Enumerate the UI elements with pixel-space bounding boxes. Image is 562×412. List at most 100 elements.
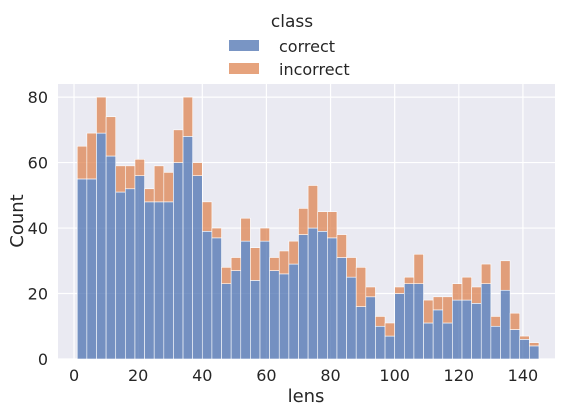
bar-correct [259,240,270,360]
bar-incorrect [201,201,213,232]
bar-incorrect [355,267,367,307]
bar-correct [423,322,434,360]
bar-incorrect [327,211,338,239]
x-axis-ticks: 0 20 40 60 80 100 120 140 [69,366,538,385]
bar-correct [192,175,203,360]
bar-correct [211,237,222,360]
bar-incorrect [134,158,145,176]
y-tick-label: 60 [28,154,48,173]
bar-incorrect [173,129,184,163]
legend-label-correct: correct [279,37,335,56]
bar-incorrect [375,316,386,327]
bar-incorrect [163,172,174,203]
bar-correct [221,283,232,360]
bar-incorrect [288,240,299,265]
bar-correct [153,201,165,360]
bar-correct [509,329,521,360]
bar-correct [105,155,117,360]
bar-incorrect [125,165,136,190]
x-tick-label: 140 [508,366,539,385]
bar-correct [471,303,482,360]
legend-title: class [271,12,313,32]
bar-correct [269,270,280,360]
bar-incorrect [96,96,107,134]
bar-incorrect [394,286,405,294]
bar-incorrect [423,299,434,324]
bar-incorrect [269,257,280,271]
bar-incorrect [432,296,444,311]
bar-incorrect [307,185,319,229]
bar-incorrect [76,145,88,180]
bar-incorrect [471,286,482,304]
bar-incorrect [86,132,97,180]
bar-incorrect [529,342,540,347]
bar-correct [442,322,453,360]
bar-incorrect [259,227,270,242]
bar-incorrect [442,296,453,324]
x-tick-label: 20 [128,366,148,385]
x-axis-title: lens [288,386,325,407]
y-axis-title: Count [7,194,28,247]
bar-incorrect [144,188,155,203]
bar-correct [336,257,347,360]
y-tick-label: 20 [28,285,48,304]
legend-swatch-incorrect [229,63,259,74]
bar-correct [413,283,424,360]
bar-correct [278,273,290,360]
x-tick-label: 40 [192,366,212,385]
bar-correct [403,283,415,360]
bar-incorrect [403,276,415,285]
bar-incorrect [250,247,261,281]
bar-correct [432,309,444,360]
y-axis-ticks: 0 20 40 60 80 [28,88,48,369]
bar-incorrect [461,276,472,301]
bar-correct [307,227,319,360]
x-tick-label: 120 [444,366,475,385]
y-tick-label: 80 [28,88,48,107]
bar-correct [173,162,184,360]
y-tick-label: 40 [28,219,48,238]
bar-correct [163,201,174,360]
bar-correct [490,325,501,360]
legend-label-incorrect: incorrect [279,60,350,79]
bar-correct [327,237,338,360]
bar-correct [384,335,395,360]
bar-correct [76,178,88,360]
bar-incorrect [519,335,530,340]
bar-correct [461,299,472,360]
bar-incorrect [346,257,357,278]
x-tick-label: 0 [69,366,79,385]
bar-incorrect [336,234,347,258]
x-tick-label: 80 [320,366,340,385]
bar-incorrect [240,217,251,242]
y-tick-label: 0 [38,350,48,369]
bar-correct [375,325,386,360]
bar-incorrect [317,211,328,232]
bar-incorrect [500,260,511,291]
bar-incorrect [384,322,395,337]
bar-correct [500,289,511,360]
bar-correct [346,276,357,360]
bar-correct [96,132,107,360]
bar-correct [480,283,492,360]
bar-correct [230,270,242,360]
bar-incorrect [365,286,376,298]
bar-correct [144,201,155,360]
bar-incorrect [230,257,242,271]
bar-correct [317,231,328,360]
x-tick-label: 60 [256,366,276,385]
bar-correct [519,339,530,360]
bar-incorrect [298,208,309,235]
x-tick-label: 100 [379,366,410,385]
bar-correct [86,178,97,360]
bar-correct [394,293,405,360]
bars-group [76,96,540,360]
bar-correct [529,345,540,360]
bar-incorrect [278,250,290,275]
bar-incorrect [153,165,165,203]
bar-correct [125,188,136,360]
bar-incorrect [452,283,463,301]
bar-correct [298,234,309,360]
bar-incorrect [211,227,222,239]
